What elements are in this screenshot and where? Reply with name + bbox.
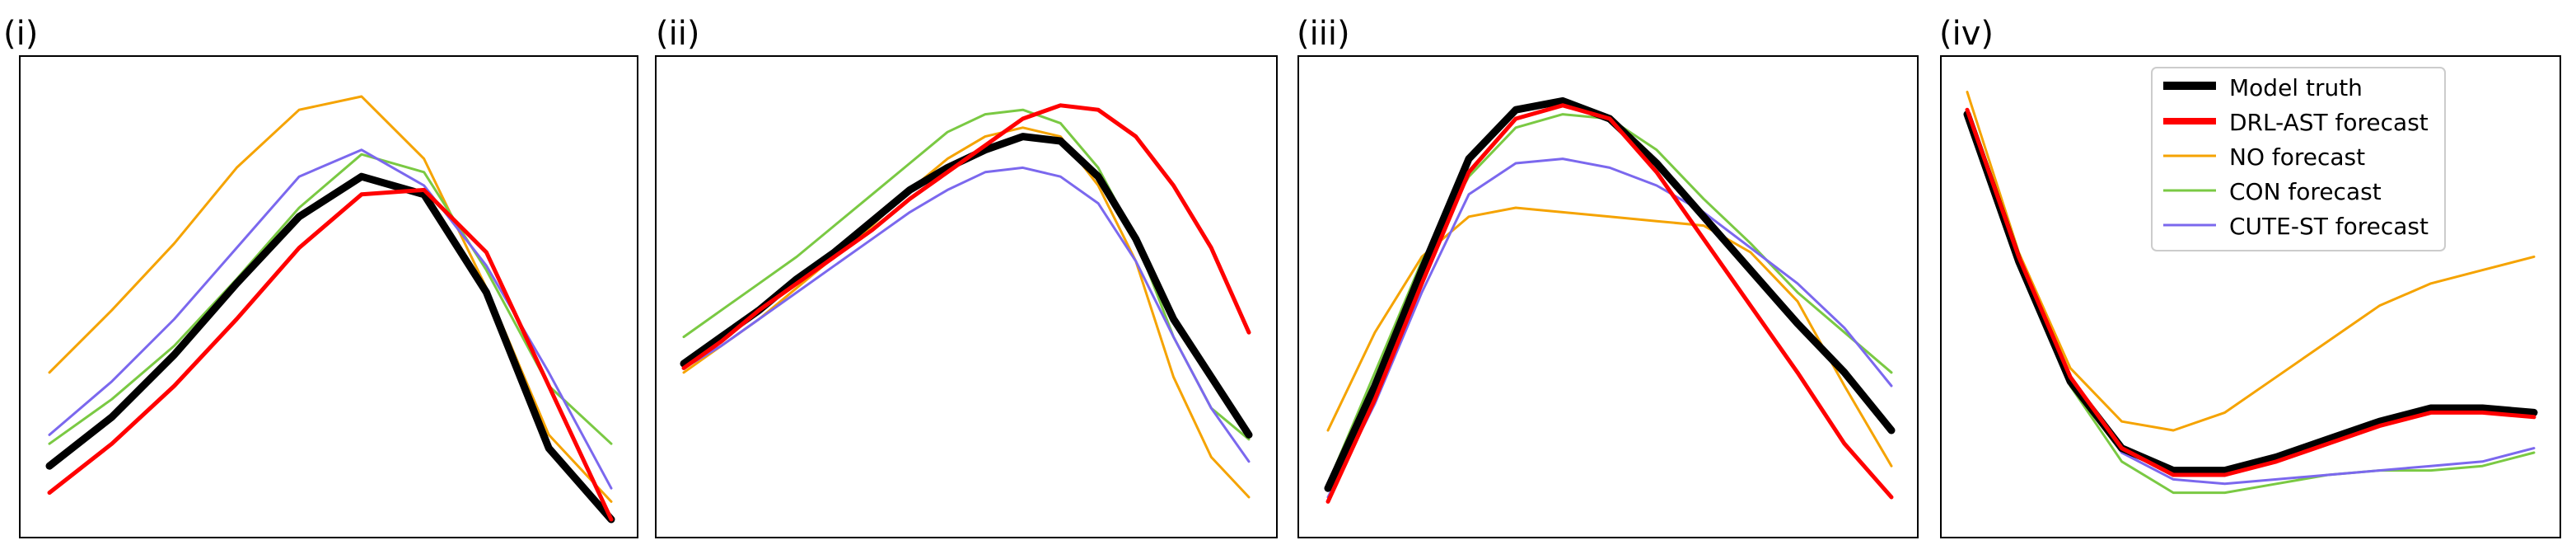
panel-title-iv: (iv) <box>1939 15 1994 53</box>
series-line-con-forecast-panel-1 <box>48 153 613 445</box>
series-line-drl-ast-forecast-panel-3 <box>1325 103 1894 504</box>
series-line-drl-ast-forecast-panel-4 <box>1965 107 2536 477</box>
series-line-drl-ast-forecast-panel-2 <box>681 103 1251 370</box>
panel-title-i: (i) <box>3 15 38 53</box>
legend-label-con: CON forecast <box>2229 178 2382 205</box>
panel-ii: (ii) <box>655 15 1278 538</box>
legend-entry-no: NO forecast <box>2163 143 2365 171</box>
panel-iv: (iv) <box>1939 15 2561 538</box>
series-line-model-truth-panel-1 <box>45 172 615 524</box>
panel-title-iii: (iii) <box>1297 15 1350 53</box>
series-line-con-forecast-panel-2 <box>682 108 1251 441</box>
panel-frame-ii <box>655 55 1278 538</box>
panel-frame-iv <box>1940 55 2561 538</box>
series-line-no-forecast-panel-4 <box>1966 91 2536 432</box>
series-line-cute-st-forecast-panel-2 <box>682 166 1251 463</box>
legend-entry-drl-ast: DRL-AST forecast <box>2163 109 2429 136</box>
series-line-model-truth-panel-3 <box>1324 96 1896 492</box>
legend: Model truth DRL-AST forecast NO forecast… <box>2151 67 2446 251</box>
panel-frame-iii <box>1297 55 1919 538</box>
series-line-drl-ast-forecast-panel-1 <box>47 187 614 522</box>
legend-box <box>2151 67 2446 251</box>
series-line-cute-st-forecast-panel-3 <box>1326 157 1893 499</box>
series-line-no-forecast-panel-3 <box>1326 206 1893 467</box>
legend-entry-model-truth: Model truth <box>2163 74 2363 101</box>
panel-iii: (iii) <box>1297 15 1919 538</box>
panel-title-ii: (ii) <box>656 15 699 53</box>
legend-label-cute-st: CUTE-ST forecast <box>2229 213 2429 240</box>
legend-entry-con: CON forecast <box>2163 178 2382 205</box>
panel-frame-i <box>19 55 638 538</box>
legend-label-drl-ast: DRL-AST forecast <box>2229 109 2429 136</box>
panel-i: (i) <box>3 15 638 538</box>
series-line-no-forecast-panel-1 <box>48 95 613 503</box>
legend-label-no: NO forecast <box>2229 143 2365 171</box>
series-line-no-forecast-panel-2 <box>682 126 1251 499</box>
legend-entry-cute-st: CUTE-ST forecast <box>2163 213 2429 240</box>
legend-label-model-truth: Model truth <box>2229 74 2363 101</box>
